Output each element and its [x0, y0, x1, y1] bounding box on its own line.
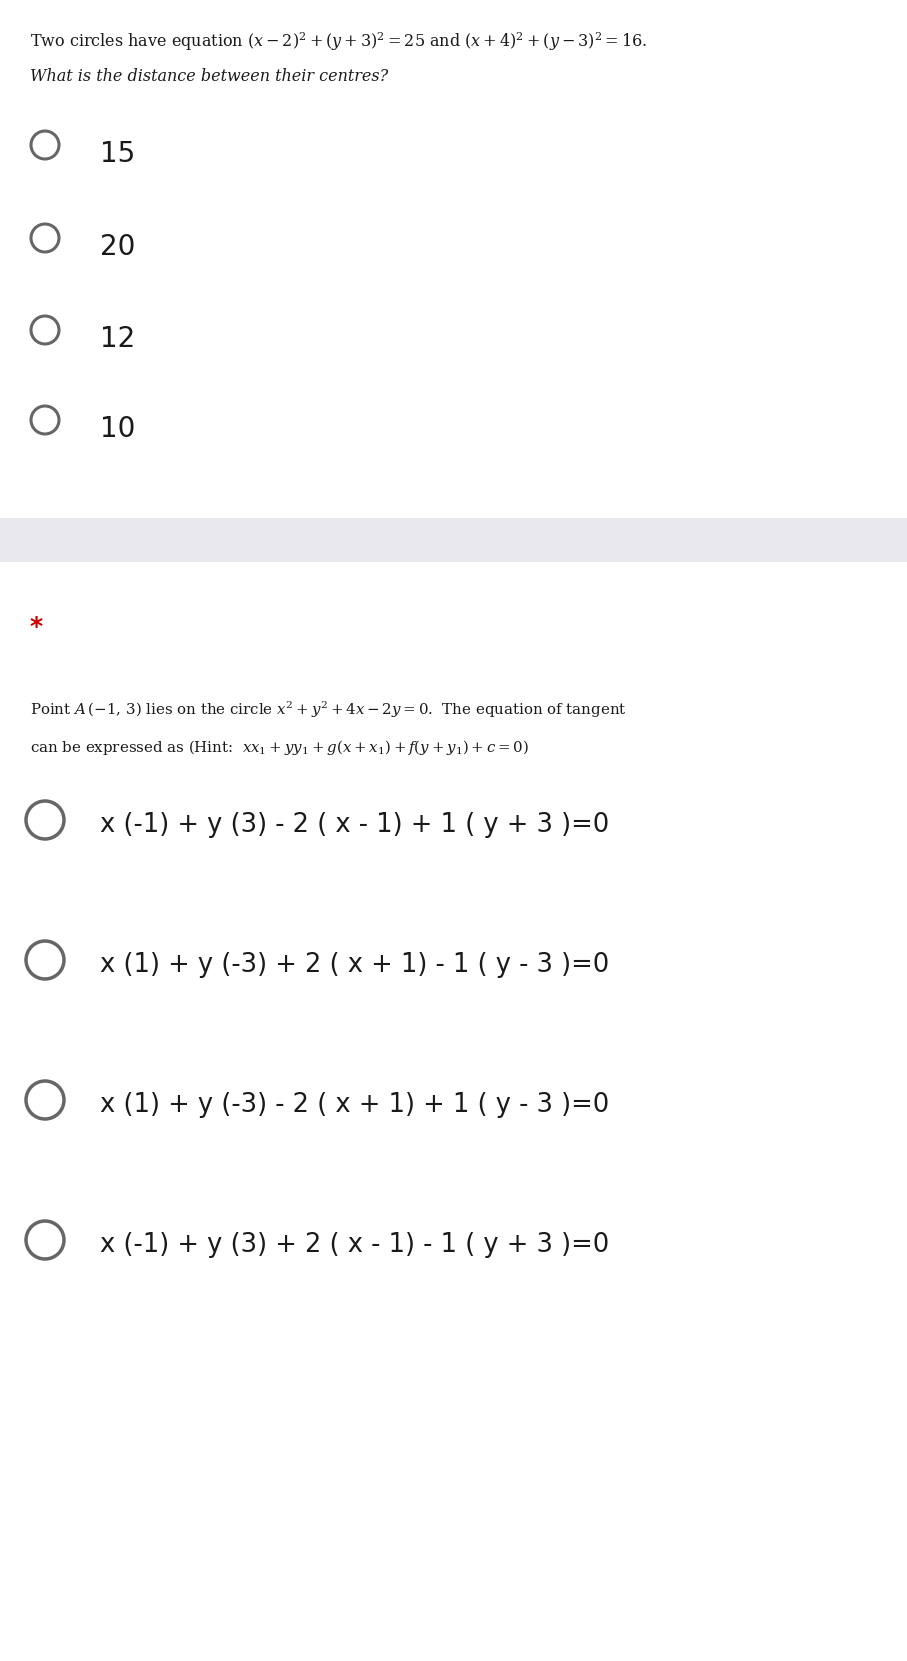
Text: x (1) + y (-3) - 2 ( x + 1) + 1 ( y - 3 )=0: x (1) + y (-3) - 2 ( x + 1) + 1 ( y - 3 …	[100, 1091, 610, 1118]
Text: x (-1) + y (3) - 2 ( x - 1) + 1 ( y + 3 )=0: x (-1) + y (3) - 2 ( x - 1) + 1 ( y + 3 …	[100, 812, 610, 839]
Text: can be expressed as (Hint:  $xx_1+yy_1+g(x+x_1)+f(y+y_1)+c=0$): can be expressed as (Hint: $xx_1+yy_1+g(…	[30, 737, 529, 757]
Text: Point $A\,(-1,\,3)$ lies on the circle $x^2+y^2+4x-2y=0$.  The equation of tange: Point $A\,(-1,\,3)$ lies on the circle $…	[30, 699, 627, 721]
Text: 10: 10	[100, 415, 135, 443]
Text: What is the distance between their centres?: What is the distance between their centr…	[30, 68, 388, 85]
Text: x (-1) + y (3) + 2 ( x - 1) - 1 ( y + 3 )=0: x (-1) + y (3) + 2 ( x - 1) - 1 ( y + 3 …	[100, 1232, 610, 1257]
Text: *: *	[30, 615, 44, 639]
Text: 20: 20	[100, 233, 135, 261]
Bar	[0, 518, 907, 561]
Text: 12: 12	[100, 326, 135, 354]
Text: 15: 15	[100, 140, 135, 168]
Text: Two circles have equation $(x-2)^2+(y+3)^2=25$ and $(x+4)^2+(y-3)^2=16$.: Two circles have equation $(x-2)^2+(y+3)…	[30, 30, 648, 53]
Text: x (1) + y (-3) + 2 ( x + 1) - 1 ( y - 3 )=0: x (1) + y (-3) + 2 ( x + 1) - 1 ( y - 3 …	[100, 952, 610, 978]
